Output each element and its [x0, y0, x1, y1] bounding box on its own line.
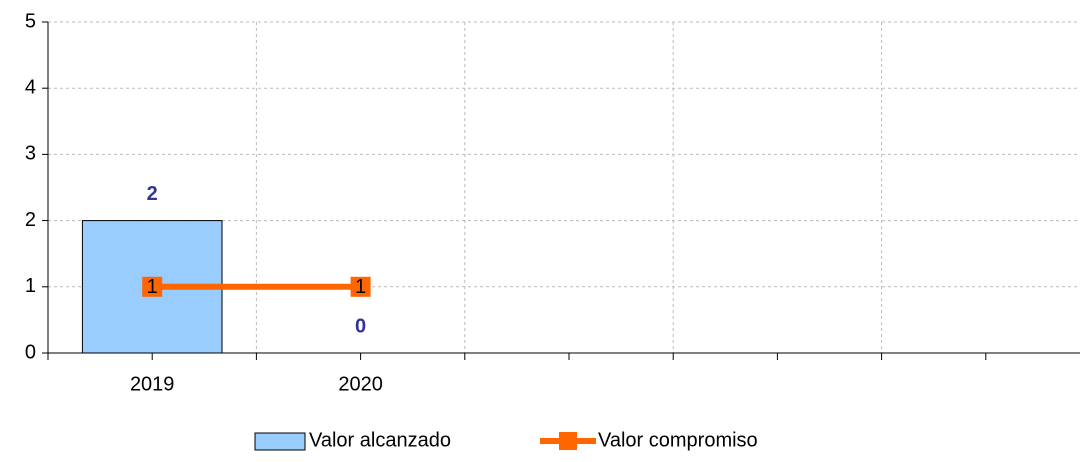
line-marker	[142, 276, 163, 297]
x-tick-label: 2020	[338, 373, 383, 395]
line-marker	[350, 276, 371, 297]
data-label: 0	[355, 315, 366, 337]
data-label: 2	[147, 183, 158, 205]
data-label: 1	[355, 276, 366, 298]
y-tick-label: 2	[25, 209, 36, 231]
y-tick-label: 3	[25, 143, 36, 165]
legend-swatch-marker	[559, 432, 577, 450]
legend-swatch	[254, 432, 306, 451]
y-tick-label: 5	[25, 10, 36, 32]
legend-label: Valor alcanzado	[309, 429, 451, 451]
y-tick-label: 4	[25, 76, 36, 98]
x-tick-label: 2019	[130, 373, 175, 395]
data-label: 1	[147, 276, 158, 298]
y-tick-label: 0	[25, 341, 36, 363]
y-tick-label: 1	[25, 275, 36, 297]
legend-label: Valor compromiso	[598, 429, 758, 451]
